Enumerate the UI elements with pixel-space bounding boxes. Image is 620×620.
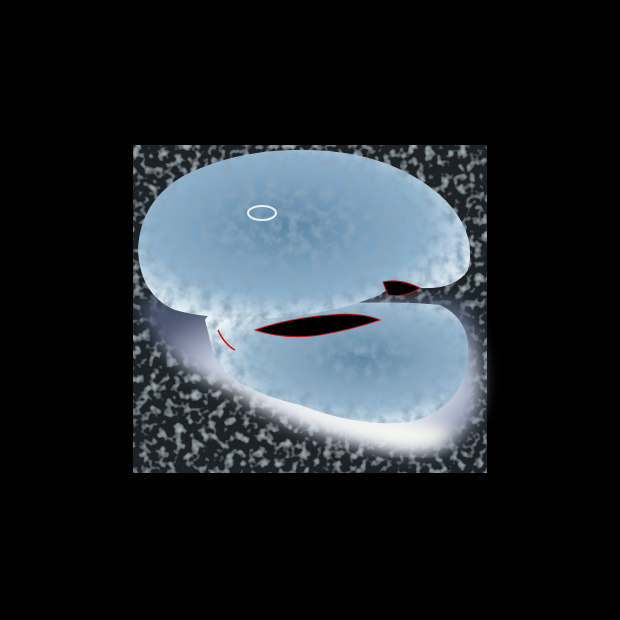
crack-small xyxy=(382,280,421,297)
crack xyxy=(253,313,382,338)
red-edge xyxy=(217,329,236,351)
ridge xyxy=(247,205,277,221)
upper-lobe xyxy=(138,149,471,319)
